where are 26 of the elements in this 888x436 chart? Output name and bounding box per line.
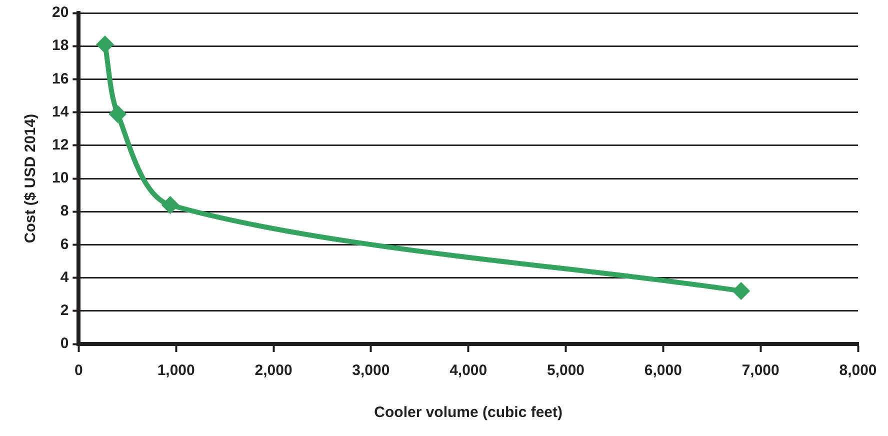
x-tick-label: 1,000: [157, 362, 195, 380]
point: [108, 104, 127, 123]
y-tick-label: 6: [60, 236, 69, 253]
x-tick-label: 6,000: [644, 362, 682, 380]
y-tick-label: 20: [52, 4, 69, 22]
point: [732, 282, 750, 300]
y-tick-label: 12: [52, 136, 69, 154]
y-tick-label: 8: [60, 202, 69, 220]
x-axis-title: Cooler volume (cubic feet): [374, 404, 563, 422]
x-tick-label: 3,000: [352, 362, 390, 380]
x-tick-label: 7,000: [742, 362, 780, 380]
y-tick-label: 18: [52, 37, 69, 54]
y-tick-label: 0: [60, 335, 69, 352]
y-tick-label: 10: [52, 170, 69, 187]
y-tick-label: 16: [52, 70, 69, 88]
y-axis-title: Cost ($ USD 2014): [22, 114, 40, 244]
x-tick-label: 4,000: [450, 362, 488, 380]
x-tick-label: 0: [74, 362, 83, 380]
point: [96, 35, 114, 54]
x-tick-label: 5,000: [546, 362, 585, 380]
x-tick-label: 2,000: [254, 362, 292, 380]
x-tick-label: 8,000: [839, 362, 877, 380]
y-tick-label: 2: [60, 302, 69, 320]
point: [161, 196, 180, 214]
y-tick-label: 14: [52, 103, 70, 120]
y-tick-label: 4: [60, 268, 70, 286]
